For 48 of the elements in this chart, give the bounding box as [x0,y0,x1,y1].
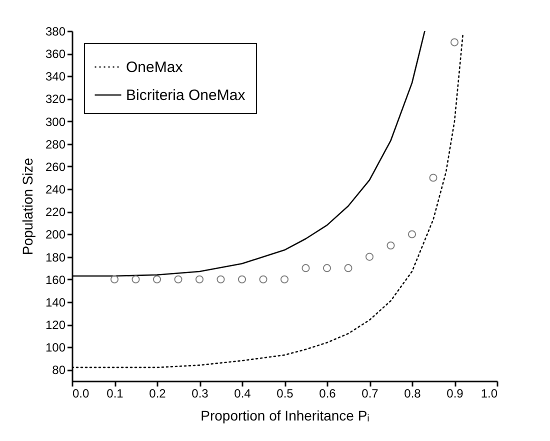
y-tick-label: 240 [45,182,66,197]
x-axis-title: Proportion of Inheritance Pᵢ [200,408,370,424]
point [322,264,332,272]
point [195,275,204,284]
y-tick-label: 340 [45,70,66,84]
y-tick-label: 380 [45,24,66,38]
x-tick-label: 0.5 [276,386,294,400]
legend-label: OneMax [126,59,184,76]
point [386,241,395,250]
point [152,275,162,284]
y-tick-label: 160 [45,272,66,287]
y-tick-label: 220 [45,205,66,220]
x-tick-label: 0.9 [446,386,464,400]
y-tick-label: 180 [45,250,66,264]
y-tick-label: 300 [45,114,66,129]
legend-label: Bicriteria OneMax [126,87,246,104]
y-tick-label: 360 [45,47,66,62]
point [132,275,140,284]
point [110,275,119,284]
y-tick-label: 140 [45,295,66,310]
point [174,275,182,284]
x-tick-label: 1.0 [480,386,498,400]
point [429,174,438,182]
point [216,275,225,284]
x-tick-label: 0.0 [72,386,90,400]
point [365,252,374,261]
point [302,264,310,272]
y-tick-label: 80 [52,363,66,378]
x-tick-label: 0.7 [362,386,379,400]
y-tick-label: 260 [45,160,66,174]
point [450,38,459,46]
x-tick-label: 0.6 [319,386,336,400]
x-tick-label: 0.8 [404,386,422,400]
x-tick-label: 0.2 [149,386,166,400]
y-tick-label: 320 [45,92,66,106]
point [408,230,416,238]
y-tick-label: 120 [45,318,66,332]
x-tick-label: 0.4 [234,386,252,400]
y-tick-label: 280 [45,137,66,152]
y-tick-label: 100 [45,340,66,355]
point [259,275,268,284]
point [344,264,352,272]
x-tick-label: 0.1 [106,386,124,400]
y-axis-title: Population Size [19,158,36,256]
point [280,275,289,284]
point [238,275,246,284]
y-tick-label: 200 [45,228,66,242]
x-tick-label: 0.3 [192,386,209,400]
